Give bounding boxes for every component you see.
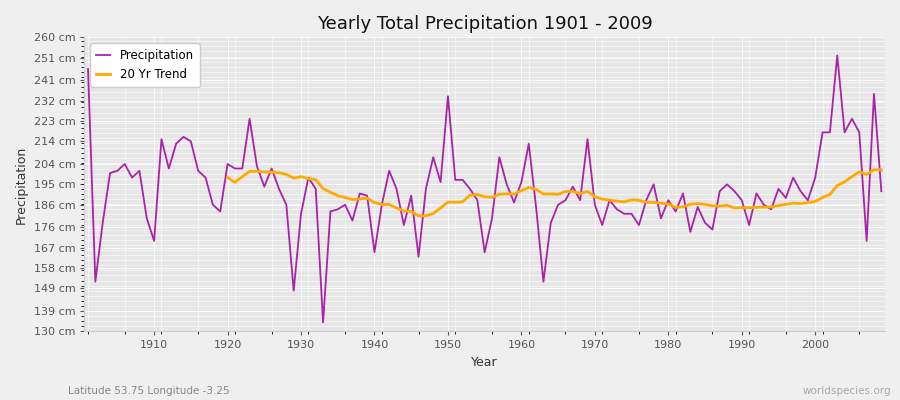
Line: Precipitation: Precipitation (88, 56, 881, 322)
Precipitation (83, 67, 94, 72)
Precipitation (355, 191, 365, 196)
20 Yr Trend (685, 202, 696, 207)
Line: 20 Yr Trend: 20 Yr Trend (228, 170, 881, 216)
20 Yr Trend (310, 177, 321, 182)
20 Yr Trend (222, 175, 233, 180)
Precipitation (876, 189, 886, 194)
Precipitation (611, 207, 622, 212)
20 Yr Trend (428, 211, 438, 216)
Text: Latitude 53.75 Longitude -3.25: Latitude 53.75 Longitude -3.25 (68, 386, 230, 396)
20 Yr Trend (413, 214, 424, 218)
20 Yr Trend (854, 170, 865, 174)
20 Yr Trend (773, 203, 784, 208)
Precipitation (318, 320, 328, 325)
Precipitation (141, 216, 152, 221)
20 Yr Trend (876, 167, 886, 172)
Precipitation (303, 175, 314, 180)
X-axis label: Year: Year (472, 356, 498, 369)
20 Yr Trend (788, 201, 798, 206)
Legend: Precipitation, 20 Yr Trend: Precipitation, 20 Yr Trend (90, 43, 200, 87)
Y-axis label: Precipitation: Precipitation (15, 145, 28, 224)
Title: Yearly Total Precipitation 1901 - 2009: Yearly Total Precipitation 1901 - 2009 (317, 15, 652, 33)
Precipitation (516, 180, 526, 184)
Text: worldspecies.org: worldspecies.org (803, 386, 891, 396)
Precipitation (523, 141, 534, 146)
Precipitation (832, 53, 842, 58)
